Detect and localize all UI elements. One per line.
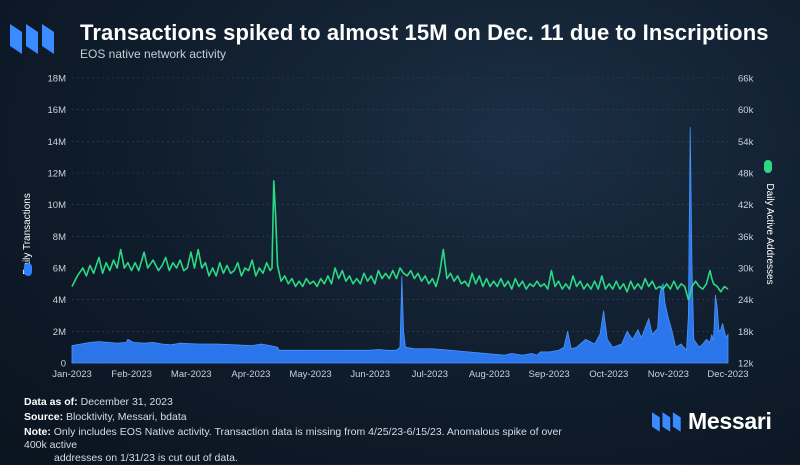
left-tick-label: 18M xyxy=(48,74,67,85)
left-tick-label: 8M xyxy=(53,232,66,243)
svg-text:Daily Transactions: Daily Transactions xyxy=(22,193,33,275)
x-tick-label: Nov-2023 xyxy=(648,369,689,380)
x-tick-label: Jun-2023 xyxy=(350,369,390,380)
x-tick-label: Aug-2023 xyxy=(469,369,510,380)
brand: Messari xyxy=(652,408,772,435)
x-tick-label: Jan-2023 xyxy=(52,369,92,380)
left-tick-label: 16M xyxy=(48,105,67,116)
brand-name: Messari xyxy=(688,408,772,434)
messari-logo-icon xyxy=(10,24,54,54)
x-tick-label: May-2023 xyxy=(289,369,331,380)
right-tick-label: 48k xyxy=(738,169,754,180)
svg-text:Daily Active Addresses: Daily Active Addresses xyxy=(764,183,775,284)
x-tick-label: Jul-2023 xyxy=(412,369,448,380)
transactions-area xyxy=(71,127,729,364)
right-tick-label: 18k xyxy=(738,327,754,338)
x-tick-label: Feb-2023 xyxy=(111,369,152,380)
right-tick-label: 66k xyxy=(738,74,754,85)
x-tick-label: Oct-2023 xyxy=(589,369,628,380)
left-tick-label: 12M xyxy=(48,169,67,180)
left-tick-label: 10M xyxy=(48,200,67,211)
series-layer xyxy=(71,127,729,364)
left-tick-label: 0 xyxy=(61,359,66,370)
x-axis-ticks: Jan-2023 Feb-2023 Mar-2023 Apr-2023 May-2023… xyxy=(52,369,748,380)
chart-subtitle: EOS native network activity xyxy=(80,47,227,61)
right-tick-label: 30k xyxy=(738,264,754,275)
right-axis-ticks: 12k 18k 24k 30k 36k 42k 48k 54k 60k 66k xyxy=(738,74,754,370)
right-tick-label: 42k xyxy=(738,200,754,211)
footer-source: Source: Blocktivity, Messari, bdata xyxy=(24,411,187,423)
left-tick-label: 6M xyxy=(53,264,66,275)
active-addresses-line xyxy=(71,180,729,301)
right-tick-label: 24k xyxy=(738,295,754,306)
x-tick-label: Mar-2023 xyxy=(171,369,212,380)
left-tick-label: 4M xyxy=(53,295,66,306)
messari-logo-icon xyxy=(652,411,681,432)
left-axis-title: Daily Transactions xyxy=(22,193,33,275)
footer-note: Note: Only includes EOS Native activity.… xyxy=(24,426,562,464)
chart: 0 2M 4M 6M 8M 10M 12M 14M 16M 18M 12k 18k 24k 30k 36k… xyxy=(22,73,775,380)
x-tick-label: Sep-2023 xyxy=(528,369,569,380)
x-tick-label: Dec-2023 xyxy=(707,369,748,380)
right-tick-label: 36k xyxy=(738,232,754,243)
footer-data-as-of: Data as of: December 31, 2023 xyxy=(24,396,173,408)
x-tick-label: Apr-2023 xyxy=(231,369,270,380)
chart-title: Transactions spiked to almost 15M on Dec… xyxy=(80,20,769,45)
right-axis-title: Daily Active Addresses xyxy=(764,183,775,284)
right-tick-label: 12k xyxy=(738,359,754,370)
right-tick-label: 60k xyxy=(738,105,754,116)
right-legend-swatch xyxy=(764,160,772,173)
gridlines xyxy=(72,77,728,364)
left-tick-label: 14M xyxy=(48,137,67,148)
left-axis-ticks: 0 2M 4M 6M 8M 10M 12M 14M 16M 18M xyxy=(48,74,67,370)
right-tick-label: 54k xyxy=(738,137,754,148)
left-legend-swatch xyxy=(24,263,32,276)
left-tick-label: 2M xyxy=(53,327,66,338)
